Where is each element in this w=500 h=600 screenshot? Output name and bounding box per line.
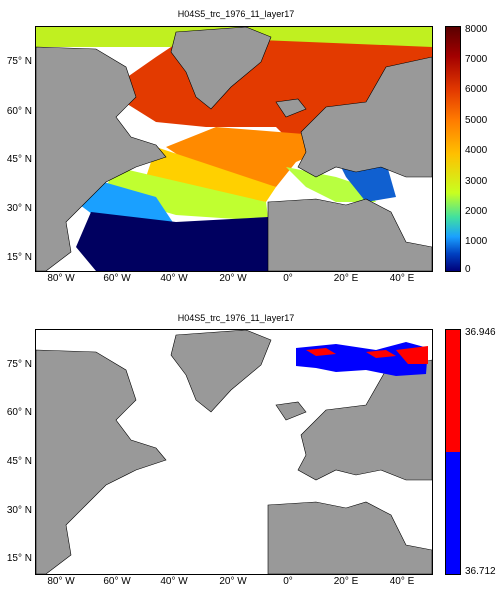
colorbar-tick: 5000	[465, 115, 488, 126]
lon-label: 60° W	[103, 273, 131, 284]
greenland	[170, 330, 272, 413]
colorbar-tick: 6000	[465, 84, 488, 95]
lon-label: 40° E	[389, 576, 415, 587]
greenland	[170, 27, 272, 110]
africa	[267, 198, 432, 271]
africa	[267, 501, 432, 574]
lon-label: 20° E	[333, 576, 359, 587]
europe	[297, 359, 432, 481]
colorbar-tick: 1000	[465, 236, 488, 247]
lon-label: 20° W	[219, 576, 247, 587]
lon-label: 80° W	[47, 273, 75, 284]
bottom-colorbar	[445, 329, 461, 575]
iceland	[275, 98, 307, 118]
top-map-title: H04S5_trc_1976_11_layer17	[177, 9, 295, 19]
lat-label: 15° N	[6, 252, 32, 263]
bottom-map-title: H04S5_trc_1976_11_layer17	[177, 313, 295, 323]
colorbar-tick: 0	[465, 264, 471, 275]
lon-label: 40° W	[160, 576, 188, 587]
lat-label: 45° N	[6, 456, 32, 467]
tracer-field	[296, 342, 428, 376]
lon-label: 20° E	[333, 273, 359, 284]
north-america	[36, 349, 167, 574]
lat-label: 60° N	[6, 407, 32, 418]
lat-label: 75° N	[6, 359, 32, 370]
lat-label: 15° N	[6, 553, 32, 564]
colorbar-tick: 8000	[465, 24, 488, 35]
land	[36, 330, 432, 574]
iceland	[275, 401, 307, 421]
colorbar-max-label: 36.946	[465, 327, 496, 338]
europe	[297, 56, 432, 178]
land	[36, 27, 432, 271]
lat-label: 60° N	[6, 106, 32, 117]
lon-label: 0°	[283, 576, 293, 587]
lon-label: 40° E	[389, 273, 415, 284]
colorbar-min-label: 36.712	[465, 566, 496, 577]
lat-label: 75° N	[6, 56, 32, 67]
lat-label: 30° N	[6, 505, 32, 516]
lat-label: 30° N	[6, 203, 32, 214]
top-colorbar	[445, 26, 461, 272]
north-america	[36, 46, 167, 271]
colorbar-tick: 2000	[465, 206, 488, 217]
colorbar-tick: 3000	[465, 176, 488, 187]
lon-label: 40° W	[160, 273, 188, 284]
top-map	[35, 26, 433, 272]
lon-label: 60° W	[103, 576, 131, 587]
colorbar-tick: 4000	[465, 145, 488, 156]
bottom-map-canvas	[36, 330, 432, 574]
top-map-canvas	[36, 27, 432, 271]
lon-label: 20° W	[219, 273, 247, 284]
bottom-map	[35, 329, 433, 575]
lon-label: 0°	[283, 273, 293, 284]
lon-label: 80° W	[47, 576, 75, 587]
colorbar-tick: 7000	[465, 54, 488, 65]
lat-label: 45° N	[6, 154, 32, 165]
